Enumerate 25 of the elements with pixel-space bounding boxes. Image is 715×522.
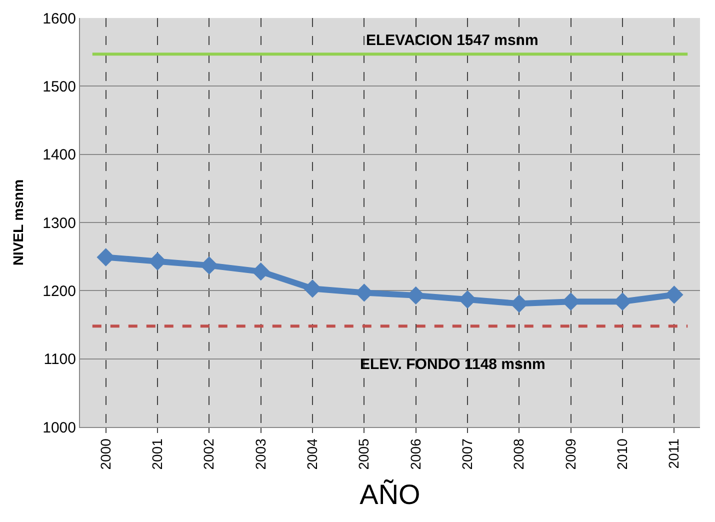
x-tick-label: 2003 <box>252 438 268 470</box>
point <box>200 256 218 275</box>
y-tick-label: 1600 <box>42 10 76 28</box>
y-axis-title: NIVEL msnm <box>10 179 26 266</box>
point <box>252 262 270 281</box>
x-tick-label: 2007 <box>459 438 476 470</box>
y-tick-label: 1100 <box>44 351 76 368</box>
x-tick-label: 2008 <box>510 438 527 470</box>
y-tick-label: 1500 <box>42 78 76 96</box>
y-tick-label: 1300 <box>42 214 76 232</box>
x-tick-label: 2009 <box>562 438 578 470</box>
x-tick-label: 2000 <box>97 438 114 470</box>
point <box>665 286 684 304</box>
x-tick-label: 2002 <box>200 438 217 470</box>
x-tick-label: 2010 <box>614 438 630 470</box>
point <box>96 248 115 266</box>
y-tick-label: 1000 <box>42 419 76 436</box>
y-tick-label: 1200 <box>42 282 76 300</box>
x-tick-label: 2001 <box>149 438 166 470</box>
x-tick-label: 2004 <box>304 438 320 470</box>
x-tick-label: 2005 <box>356 438 372 470</box>
x-tick-label: 2006 <box>407 438 424 470</box>
y-tick-label: 1400 <box>42 146 76 164</box>
x-tick-label: 2011 <box>666 438 682 469</box>
x-axis-title: AÑO <box>360 478 420 510</box>
